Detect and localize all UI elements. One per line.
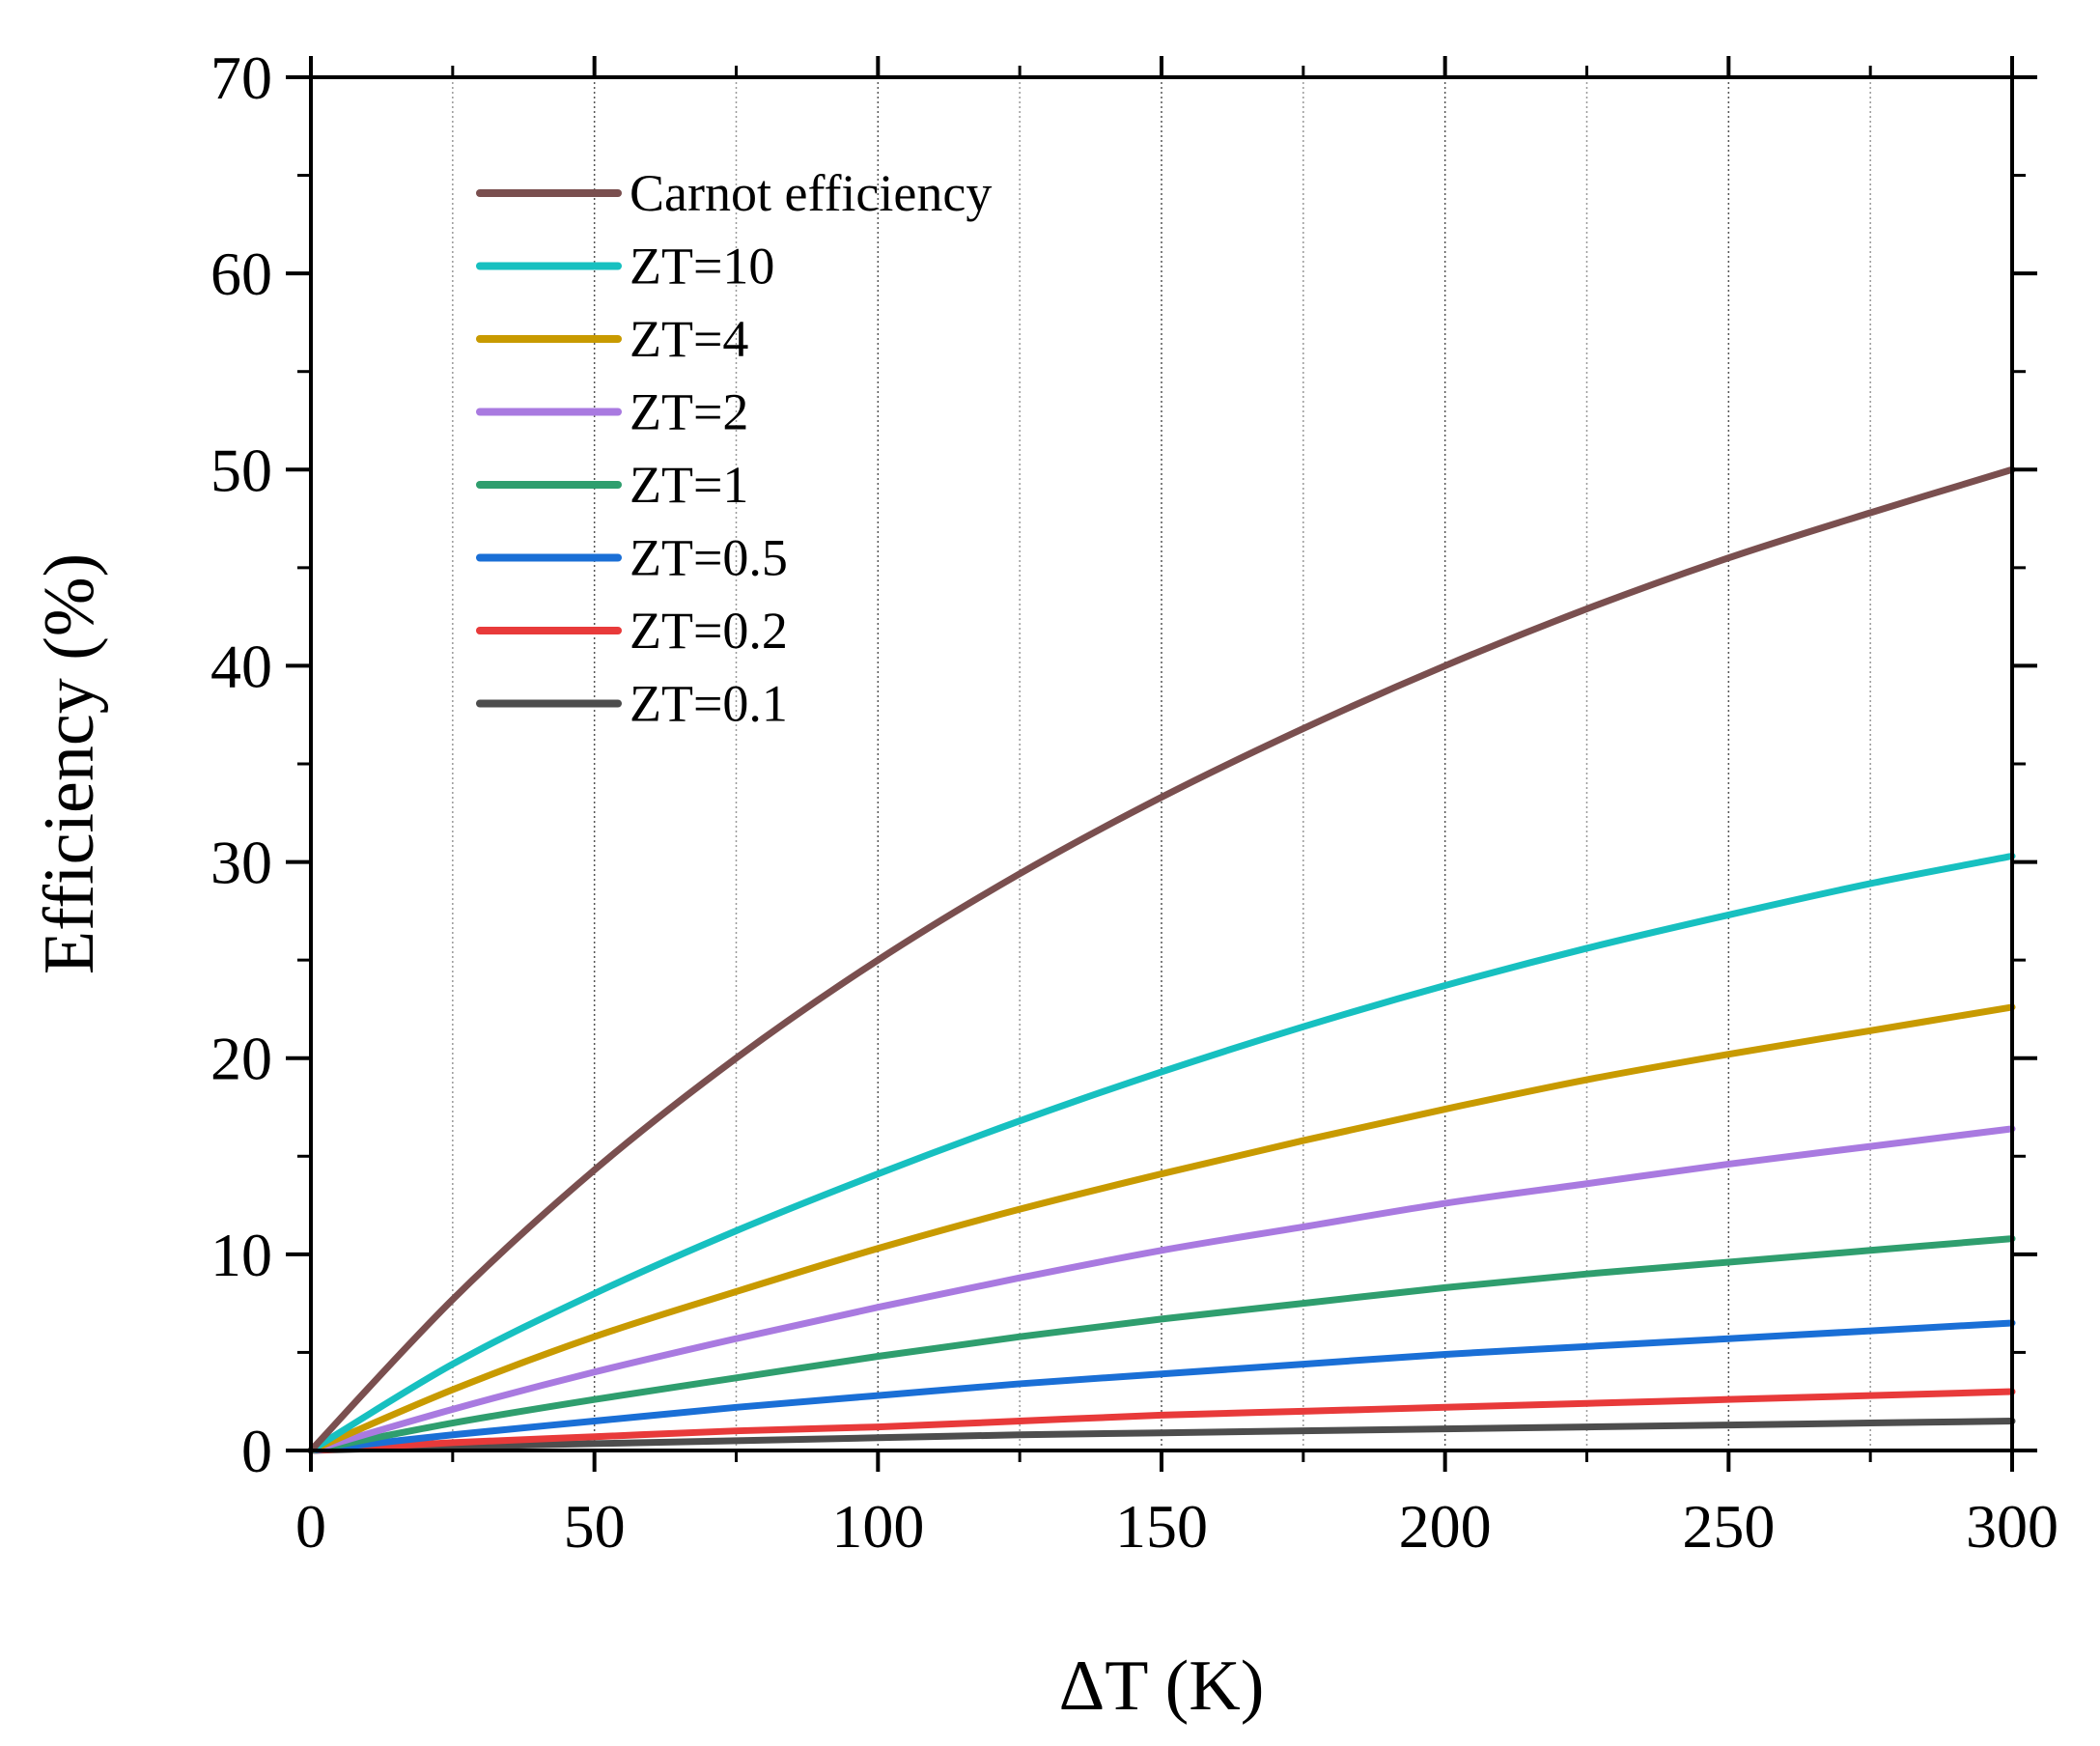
x-tick-label: 150: [1115, 1492, 1208, 1561]
x-tick-label: 100: [831, 1492, 924, 1561]
x-tick-label: 0: [295, 1492, 326, 1561]
series-lines: [307, 465, 2016, 1454]
series-line-zt-10: [307, 852, 2016, 1454]
y-tick-label: 60: [210, 239, 272, 308]
y-axis-title: Efficiency (%): [30, 553, 109, 974]
legend-label: ZT=0.5: [630, 529, 788, 587]
series-line-zt-1: [307, 1235, 2016, 1454]
legend-label: ZT=4: [630, 310, 748, 368]
x-tick-label: 50: [564, 1492, 626, 1561]
series-line-carnot-efficiency: [307, 465, 2016, 1454]
y-tick-label: 30: [210, 829, 272, 897]
legend-label: ZT=0.2: [630, 602, 788, 660]
series-line-zt-4: [307, 1003, 2016, 1454]
legend-label: ZT=0.1: [630, 675, 788, 733]
x-tick-label: 300: [1966, 1492, 2058, 1561]
x-tick-label: 200: [1399, 1492, 1492, 1561]
y-tick-label: 70: [210, 43, 272, 112]
y-tick-label: 50: [210, 436, 272, 504]
y-tick-label: 40: [210, 632, 272, 700]
x-axis-title: ΔT (K): [1059, 1647, 1265, 1726]
legend-label: Carnot efficiency: [630, 164, 992, 222]
legend: Carnot efficiency ZT=10 ZT=4 ZT=2 ZT=1 ZT=0.5…: [476, 164, 992, 733]
y-tick-label: 10: [210, 1221, 272, 1289]
x-tick-label: 250: [1682, 1492, 1775, 1561]
axis-ticks: 0 50 100 150 200 250 300 0 10 20 30 40 50 60 70: [210, 43, 2058, 1561]
y-tick-label: 0: [241, 1417, 272, 1485]
y-tick-label: 20: [210, 1025, 272, 1093]
legend-label: ZT=10: [630, 238, 774, 296]
grid: [452, 77, 1871, 1450]
legend-label: ZT=2: [630, 383, 748, 441]
series-line-zt-0-5: [307, 1319, 2016, 1454]
series-line-zt-0-2: [307, 1388, 2016, 1454]
series-line-zt-0-1: [307, 1418, 2016, 1454]
series-line-zt-2: [307, 1125, 2016, 1454]
legend-label: ZT=1: [630, 456, 748, 514]
